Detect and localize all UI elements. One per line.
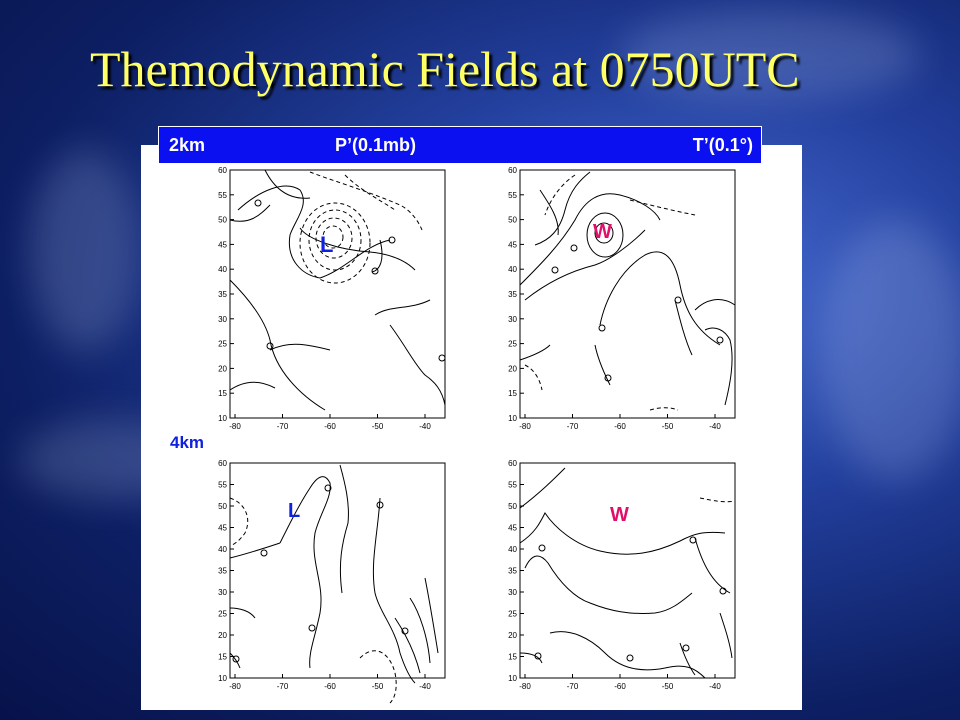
x-tick-label: -80 [519, 422, 531, 431]
x-tick-label: -50 [662, 682, 674, 691]
y-tick-label: 60 [218, 459, 227, 468]
figure-panel [141, 145, 802, 710]
y-tick-label: 40 [508, 265, 517, 274]
x-tick-label: -50 [372, 682, 384, 691]
negative-contours [299, 171, 423, 284]
y-tick-label: 55 [508, 481, 517, 490]
warm-core-marker: W [593, 221, 612, 243]
y-tick-label: 50 [218, 216, 227, 225]
y-tick-label: 20 [218, 631, 227, 640]
x-tick-label: -40 [709, 682, 721, 691]
contours [229, 169, 446, 411]
x-tick-label: -80 [229, 682, 241, 691]
y-tick-label: 45 [508, 524, 517, 533]
y-tick-label: 60 [508, 459, 517, 468]
y-tick-label: 15 [508, 389, 517, 398]
x-tick-label: -60 [614, 422, 626, 431]
y-tick-label: 10 [218, 674, 227, 683]
cloud-wisp [820, 220, 960, 480]
x-tick-label: -40 [419, 682, 431, 691]
plot-frame [519, 169, 736, 419]
slide-title: Themodynamic Fields at 0750UTC [90, 41, 800, 97]
y-tick-label: 60 [508, 166, 517, 175]
y-tick-label: 30 [508, 588, 517, 597]
y-tick-label: 30 [508, 315, 517, 324]
y-tick-label: 55 [508, 191, 517, 200]
y-tick-label: 35 [508, 290, 517, 299]
y-tick-label: 35 [218, 290, 227, 299]
x-tick-label: -70 [567, 682, 579, 691]
cloud-wisp [30, 150, 140, 350]
y-tick-label: 50 [508, 502, 517, 511]
y-tick-label: 25 [218, 340, 227, 349]
header-bar: 2km P’(0.1mb) T’(0.1°) [158, 126, 762, 164]
x-tick-label: -70 [277, 682, 289, 691]
y-tick-label: 40 [218, 545, 227, 554]
y-tick-label: 60 [218, 166, 227, 175]
y-tick-label: 45 [508, 240, 517, 249]
temperature-2km-plot: -80 -70 -60 -50 -40 10 15 20 25 30 35 40 45 50 55 60 W [508, 166, 736, 431]
temperature-label: T’(0.1°) [692, 135, 753, 155]
y-tick-label: 45 [218, 240, 227, 249]
x-tick-label: -40 [709, 422, 721, 431]
y-tick-label: 25 [218, 610, 227, 619]
y-tick-label: 35 [508, 567, 517, 576]
y-tick-label: 20 [218, 364, 227, 373]
temperature-4km-plot: -80 -70 -60 -50 -40 10 15 20 25 30 35 40 45 50 55 60 W [508, 459, 736, 691]
plot-frame [229, 169, 446, 419]
y-tick-label: 40 [508, 545, 517, 554]
y-tick-label: 20 [508, 631, 517, 640]
plot-frame [229, 462, 446, 679]
low-pressure-marker: L [288, 500, 300, 522]
x-tick-label: -70 [277, 422, 289, 431]
y-tick-label: 20 [508, 364, 517, 373]
y-tick-label: 15 [508, 653, 517, 662]
pressure-label: P’(0.1mb) [335, 135, 417, 155]
y-tick-label: 10 [508, 414, 517, 423]
x-tick-label: -60 [324, 682, 336, 691]
level-label-2km: 2km [169, 135, 206, 155]
y-tick-label: 55 [218, 191, 227, 200]
cloud-wisp [620, 10, 920, 100]
y-tick-label: 30 [218, 588, 227, 597]
y-tick-label: 15 [218, 389, 227, 398]
y-tick-label: 50 [508, 216, 517, 225]
x-tick-label: -80 [519, 682, 531, 691]
low-pressure-marker: L [320, 232, 333, 257]
x-tick-label: -70 [567, 422, 579, 431]
y-tick-label: 25 [508, 610, 517, 619]
y-tick-label: 10 [218, 414, 227, 423]
x-tick-label: -60 [324, 422, 336, 431]
y-tick-label: 30 [218, 315, 227, 324]
y-tick-label: 55 [218, 481, 227, 490]
x-tick-label: -80 [229, 422, 241, 431]
pressure-2km-plot: -80 -70 -60 -50 -40 10 15 20 25 30 35 40 45 50 55 60 L [218, 166, 446, 431]
x-tick-label: -40 [419, 422, 431, 431]
y-tick-label: 15 [218, 653, 227, 662]
y-tick-label: 45 [218, 524, 227, 533]
y-tick-label: 40 [218, 265, 227, 274]
y-tick-label: 35 [218, 567, 227, 576]
y-tick-label: 10 [508, 674, 517, 683]
x-tick-label: -60 [614, 682, 626, 691]
y-tick-label: 25 [508, 340, 517, 349]
x-tick-label: -50 [372, 422, 384, 431]
pressure-4km-plot: -80 -70 -60 -50 -40 10 15 20 25 30 35 40 45 50 55 60 L [218, 459, 446, 704]
level-label-4km: 4km [170, 433, 205, 452]
y-tick-label: 50 [218, 502, 227, 511]
x-tick-label: -50 [662, 422, 674, 431]
warm-core-marker: W [610, 504, 629, 526]
